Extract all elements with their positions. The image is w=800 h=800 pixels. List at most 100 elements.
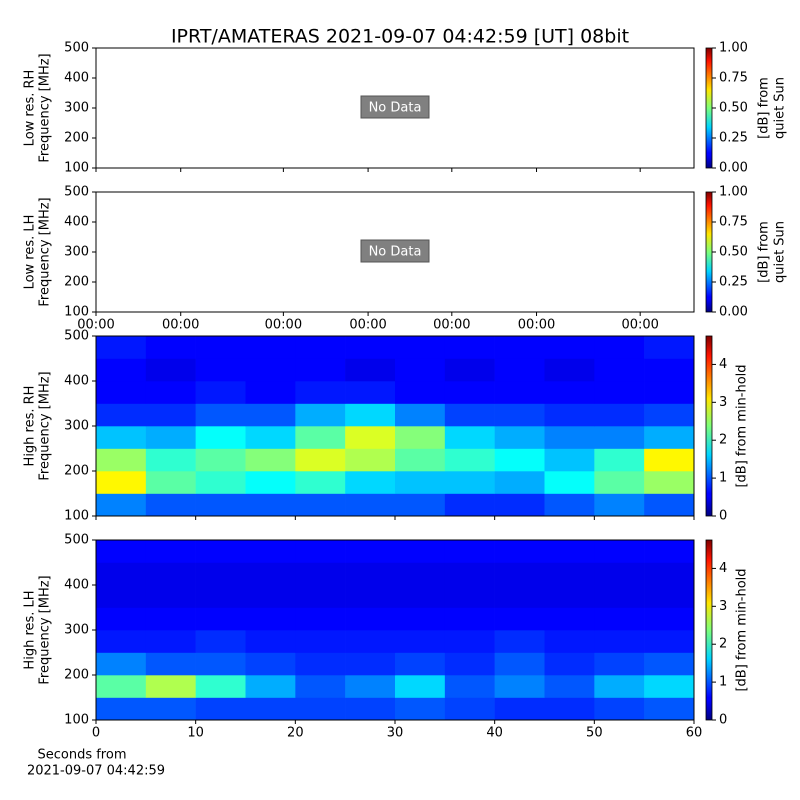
heatmap-cell (594, 358, 645, 382)
heatmap-cell (295, 448, 346, 472)
colorbar-tick-label: 3 (719, 395, 727, 410)
colorbar (705, 191, 713, 313)
heatmap-cell (594, 471, 645, 494)
heatmap-cell (594, 403, 645, 427)
heatmap-cell (345, 652, 396, 676)
heatmap-cell (295, 381, 346, 404)
y-axis-label: Frequency [MHz] (38, 371, 53, 480)
heatmap-cell (145, 630, 196, 653)
colorbar-tick-label: 3 (719, 599, 727, 614)
heatmap-cell (594, 607, 645, 631)
heatmap-cell (345, 381, 396, 404)
heatmap-cell (644, 630, 695, 653)
heatmap-cell (594, 697, 645, 721)
colorbar-label: [dB] from min-hold (735, 364, 750, 487)
heatmap-cell (295, 358, 346, 382)
heatmap-cell (345, 336, 396, 359)
heatmap-cell (494, 493, 545, 517)
heatmap-cell (444, 630, 495, 653)
heatmap-cell (245, 403, 296, 427)
heatmap-cell (96, 426, 147, 449)
heatmap-cell (444, 675, 495, 698)
heatmap-cell (494, 607, 545, 631)
heatmap-cell (395, 562, 446, 586)
heatmap-cell (444, 607, 495, 631)
colorbar-tick-label: 2 (719, 433, 727, 448)
heatmap-cell (395, 426, 446, 449)
heatmap-cell (444, 381, 495, 404)
heatmap-cell (494, 562, 545, 586)
y-tick-label: 200 (64, 275, 89, 290)
colorbar-tick-label: 0.25 (719, 131, 748, 146)
x-tick-label: 00:00 (265, 318, 302, 333)
heatmap-cell (395, 697, 446, 721)
heatmap-cell (345, 358, 396, 382)
heatmap-cell (245, 585, 296, 608)
heatmap-cell (444, 562, 495, 586)
heatmap-cell (644, 471, 695, 494)
heatmap-cell (644, 448, 695, 472)
y-tick-label: 200 (64, 668, 89, 683)
heatmap-cell (145, 403, 196, 427)
heatmap-cell (245, 448, 296, 472)
colorbar (705, 47, 713, 169)
heatmap-cell (96, 403, 147, 427)
heatmap-cell (544, 630, 595, 653)
y-tick-label: 200 (64, 464, 89, 479)
heatmap-cell (96, 336, 147, 359)
heatmap-cell (544, 336, 595, 359)
heatmap-cell (395, 448, 446, 472)
y-tick-label: 200 (64, 131, 89, 146)
heatmap-cell (145, 607, 196, 631)
heatmap-cell (295, 630, 346, 653)
heatmap-cell (295, 540, 346, 563)
heatmap-cell (145, 675, 196, 698)
heatmap-cell (245, 697, 296, 721)
y-tick-label: 100 (64, 713, 89, 728)
colorbar-tick-label: 0.50 (719, 101, 748, 116)
heatmap-cell (96, 585, 147, 608)
heatmap-cell (96, 652, 147, 676)
heatmap-cell (644, 675, 695, 698)
colorbar-label: quiet Sun (773, 77, 788, 139)
heatmap-cell (544, 381, 595, 404)
heatmap-cell (594, 630, 645, 653)
heatmap-cell (644, 652, 695, 676)
heatmap-cell (96, 675, 147, 698)
colorbar-tick-label: 0.00 (719, 161, 748, 176)
heatmap-cell (544, 540, 595, 563)
y-tick-label: 400 (64, 578, 89, 593)
heatmap-cell (195, 675, 246, 698)
heatmap-cell (444, 697, 495, 721)
colorbar-label: quiet Sun (773, 221, 788, 283)
heatmap-cell (494, 403, 545, 427)
heatmap-cell (544, 358, 595, 382)
y-axis-label: Frequency [MHz] (38, 53, 53, 162)
heatmap-cell (295, 697, 346, 721)
heatmap-cell (295, 607, 346, 631)
heatmap-cell (395, 675, 446, 698)
x-axis-label: 2021-09-07 04:42:59 (27, 764, 165, 779)
x-tick-label: 40 (486, 726, 503, 741)
heatmap-cell (644, 607, 695, 631)
heatmap-cell (494, 448, 545, 472)
heatmap-cell (145, 585, 196, 608)
x-tick-label: 00:00 (518, 318, 555, 333)
x-tick-label: 00:00 (77, 318, 114, 333)
y-axis-label: Frequency [MHz] (38, 197, 53, 306)
heatmap-cell (395, 493, 446, 517)
heatmap-cell (345, 403, 396, 427)
heatmap-cell (544, 607, 595, 631)
x-tick-label: 0 (92, 726, 100, 741)
colorbar-tick-label: 0.75 (719, 215, 748, 230)
heatmap-cell (594, 585, 645, 608)
heatmap-cell (96, 630, 147, 653)
heatmap-cell (444, 540, 495, 563)
y-tick-label: 400 (64, 215, 89, 230)
heatmap-cell (195, 493, 246, 517)
colorbar-tick-label: 0.75 (719, 71, 748, 86)
heatmap-cell (345, 493, 396, 517)
heatmap-cell (96, 493, 147, 517)
heatmap-cell (594, 336, 645, 359)
y-tick-label: 500 (64, 533, 89, 548)
